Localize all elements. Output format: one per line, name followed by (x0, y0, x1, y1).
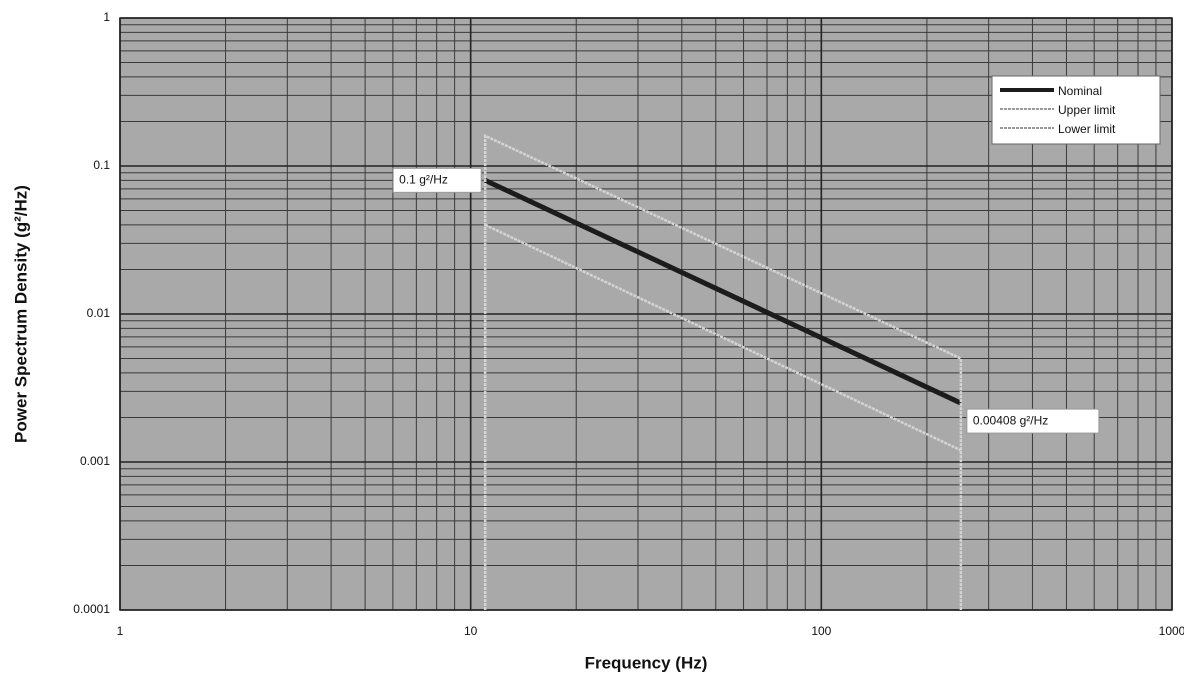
x-tick-label: 1000 (1159, 624, 1184, 638)
y-tick-label: 0.01 (87, 306, 111, 320)
annotation-box (392, 167, 482, 193)
series-line (484, 223, 962, 452)
y-tick-label: 0.0001 (73, 602, 110, 616)
legend-label: Nominal (1058, 84, 1102, 98)
y-tick-label: 1 (103, 10, 110, 24)
series-line (483, 133, 963, 610)
series-line (484, 178, 962, 406)
annotation: 0.1 g²/Hz (399, 173, 448, 187)
annotation-box (966, 408, 1100, 434)
y-tick-label: 0.001 (80, 454, 110, 468)
y-tick-label: 0.1 (93, 158, 110, 172)
x-axis-title: Frequency (Hz) (585, 653, 708, 672)
annotation: 0.00408 g²/Hz (973, 413, 1048, 427)
x-tick-label: 100 (811, 624, 831, 638)
legend-label: Lower limit (1058, 122, 1116, 136)
x-tick-label: 1 (117, 624, 124, 638)
x-tick-label: 10 (464, 624, 478, 638)
legend-label: Upper limit (1058, 103, 1116, 117)
plot-border (119, 17, 1173, 611)
y-axis-title: Power Spectrum Density (g²/Hz) (11, 185, 30, 443)
